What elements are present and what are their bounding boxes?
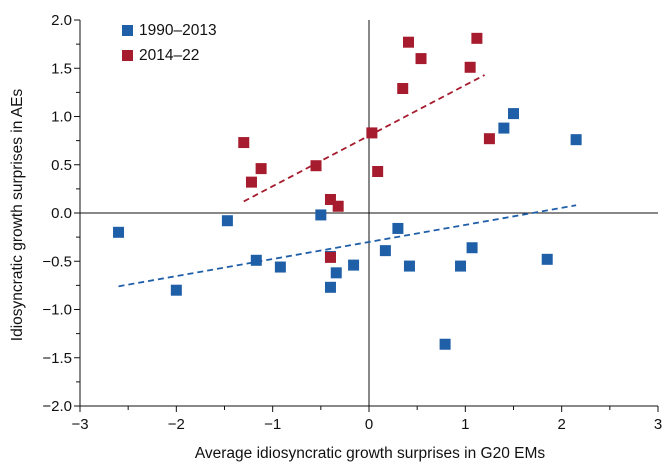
x-tick-label: 2 (557, 416, 565, 433)
data-point-series-2 (483, 133, 495, 145)
legend-label-series-1: 1990–2013 (139, 22, 217, 39)
data-point-series-1 (170, 284, 182, 296)
legend-label-series-2: 2014–22 (139, 47, 199, 64)
data-point-series-2 (397, 83, 409, 95)
y-tick-label: −1.0 (42, 302, 72, 319)
x-tick-label: −2 (168, 416, 185, 433)
data-point-series-2 (310, 160, 322, 172)
data-points (113, 32, 582, 350)
x-axis-title: Average idiosyncratic growth surprises i… (195, 445, 546, 462)
y-tick-label: 0.0 (51, 205, 72, 222)
y-tick-label: −1.5 (42, 350, 72, 367)
x-tick-label: 1 (461, 416, 469, 433)
data-point-series-1 (455, 260, 467, 272)
x-tick-label: 3 (654, 416, 662, 433)
data-point-series-2 (402, 36, 414, 48)
trendline-series-2 (243, 74, 486, 203)
trendlines (118, 74, 577, 288)
data-point-series-2 (255, 163, 267, 175)
data-point-series-2 (332, 200, 344, 212)
data-point-series-1 (508, 108, 519, 120)
y-axis: −2.0 −1.5 −1.0 −0.5 0.0 0.5 1.0 1.5 2.0 (42, 12, 80, 415)
data-point-series-1 (330, 267, 342, 279)
data-point-series-1 (348, 259, 360, 271)
data-point-series-2 (415, 53, 427, 65)
trendline-series-1 (118, 204, 577, 288)
y-tick-label: 2.0 (51, 12, 72, 29)
data-point-series-2 (366, 127, 378, 139)
data-point-series-1 (324, 281, 336, 293)
y-tick-label: 0.5 (51, 157, 72, 174)
y-axis-title: Idiosyncratic growth surprises in AEs (9, 89, 26, 342)
y-tick-label: 1.5 (51, 60, 72, 77)
data-point-series-2 (372, 166, 384, 178)
data-point-series-1 (221, 215, 233, 227)
zero-lines (80, 20, 658, 406)
data-point-series-1 (498, 122, 510, 134)
data-point-series-1 (403, 260, 415, 272)
data-point-series-1 (541, 253, 553, 265)
data-point-series-2 (464, 61, 476, 73)
y-tick-label: −0.5 (42, 253, 72, 270)
data-point-series-1 (392, 222, 404, 234)
legend-marker-series-2 (122, 50, 133, 61)
data-point-series-1 (439, 338, 451, 350)
data-point-series-1 (570, 134, 582, 146)
data-point-series-1 (274, 261, 286, 273)
legend: 1990–2013 2014–22 (122, 22, 217, 64)
data-point-series-1 (315, 209, 327, 221)
data-point-series-1 (379, 245, 391, 257)
data-point-series-2 (324, 193, 336, 205)
data-point-series-2 (324, 251, 336, 263)
data-point-series-1 (466, 242, 478, 254)
x-tick-label: 0 (365, 416, 373, 433)
data-point-series-2 (238, 137, 250, 149)
data-point-series-2 (245, 176, 257, 188)
x-axis: −3 −2 −1 0 1 2 3 (71, 406, 662, 433)
x-tick-label: −1 (264, 416, 281, 433)
y-tick-label: −2.0 (42, 398, 72, 415)
y-tick-label: 1.0 (51, 109, 72, 126)
data-point-series-1 (113, 226, 125, 238)
legend-marker-series-1 (122, 25, 133, 36)
data-point-series-2 (471, 32, 483, 44)
x-tick-label: −3 (71, 416, 88, 433)
data-point-series-1 (250, 254, 262, 266)
